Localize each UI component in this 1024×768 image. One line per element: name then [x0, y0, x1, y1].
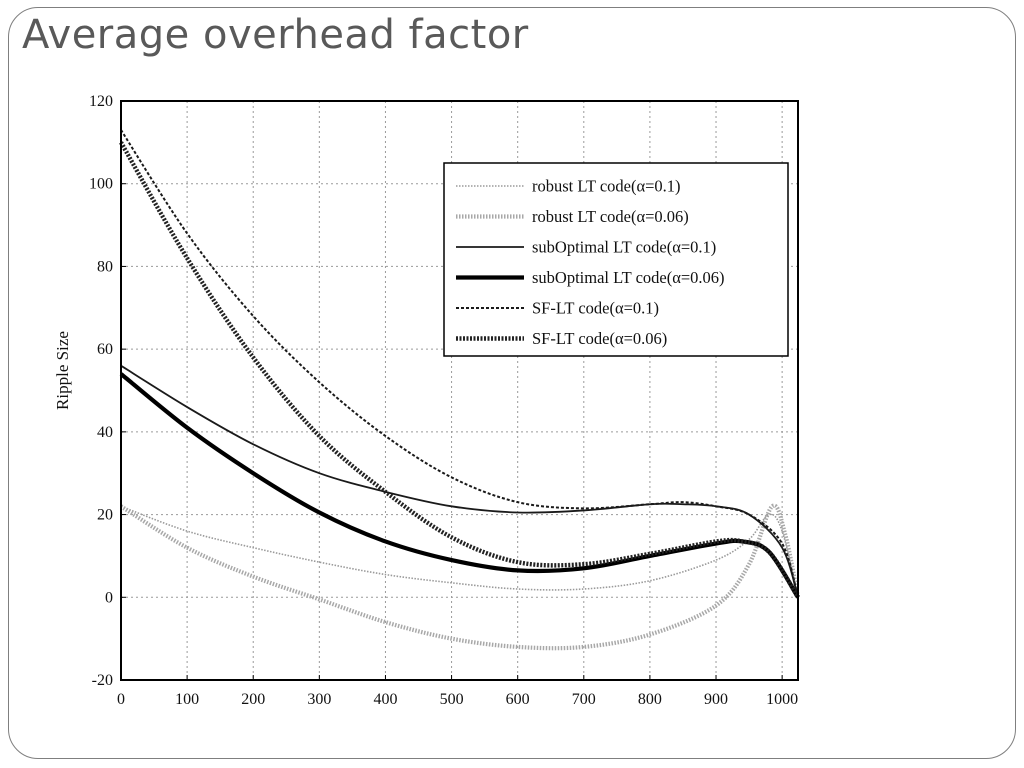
x-tick-label: 0	[117, 691, 125, 708]
slide-title: Average overhead factor	[22, 12, 529, 58]
x-tick-label: 500	[440, 691, 464, 708]
legend-label: SF-LT code(α=0.1)	[532, 299, 659, 318]
x-tick-label: 900	[704, 691, 728, 708]
x-tick-label: 100	[175, 691, 199, 708]
legend-label: robust LT code(α=0.06)	[532, 207, 689, 226]
legend-label: SF-LT code(α=0.06)	[532, 329, 667, 348]
x-tick-label: 300	[307, 691, 331, 708]
x-tick-label: 700	[572, 691, 596, 708]
y-tick-label: 100	[89, 176, 113, 193]
legend: robust LT code(α=0.1) robust LT code(α=0.…	[443, 162, 789, 357]
x-tick-label: 1000	[766, 691, 798, 708]
y-tick-label: 60	[97, 341, 113, 358]
legend-label: subOptimal LT code(α=0.1)	[532, 238, 716, 257]
series-line	[119, 503, 801, 651]
x-tick-label: 800	[638, 691, 662, 708]
slide-frame	[8, 7, 1016, 759]
y-tick-label: 80	[97, 258, 113, 275]
plot-area-border	[120, 100, 799, 681]
legend-box	[443, 162, 789, 357]
legend-label: robust LT code(α=0.1)	[532, 177, 681, 196]
y-tick-label: 20	[97, 507, 113, 524]
y-tick-label: 120	[89, 93, 113, 110]
x-tick-label: 400	[373, 691, 397, 708]
y-tick-label: 0	[105, 589, 113, 606]
y-tick-label: 40	[97, 424, 113, 441]
series-line	[119, 372, 800, 599]
x-tick-label: 600	[506, 691, 530, 708]
x-tick-label: 200	[241, 691, 265, 708]
series-line	[120, 505, 799, 598]
axis-ticks: 0 100 200 300 400 500 600 700 800 900 1000-2002040…	[89, 93, 798, 708]
y-axis-label: Ripple Size	[53, 331, 72, 410]
y-tick-label: -20	[92, 672, 113, 689]
series-line	[120, 129, 799, 598]
series-lines	[119, 129, 801, 651]
legend-label: subOptimal LT code(α=0.06)	[532, 268, 725, 287]
